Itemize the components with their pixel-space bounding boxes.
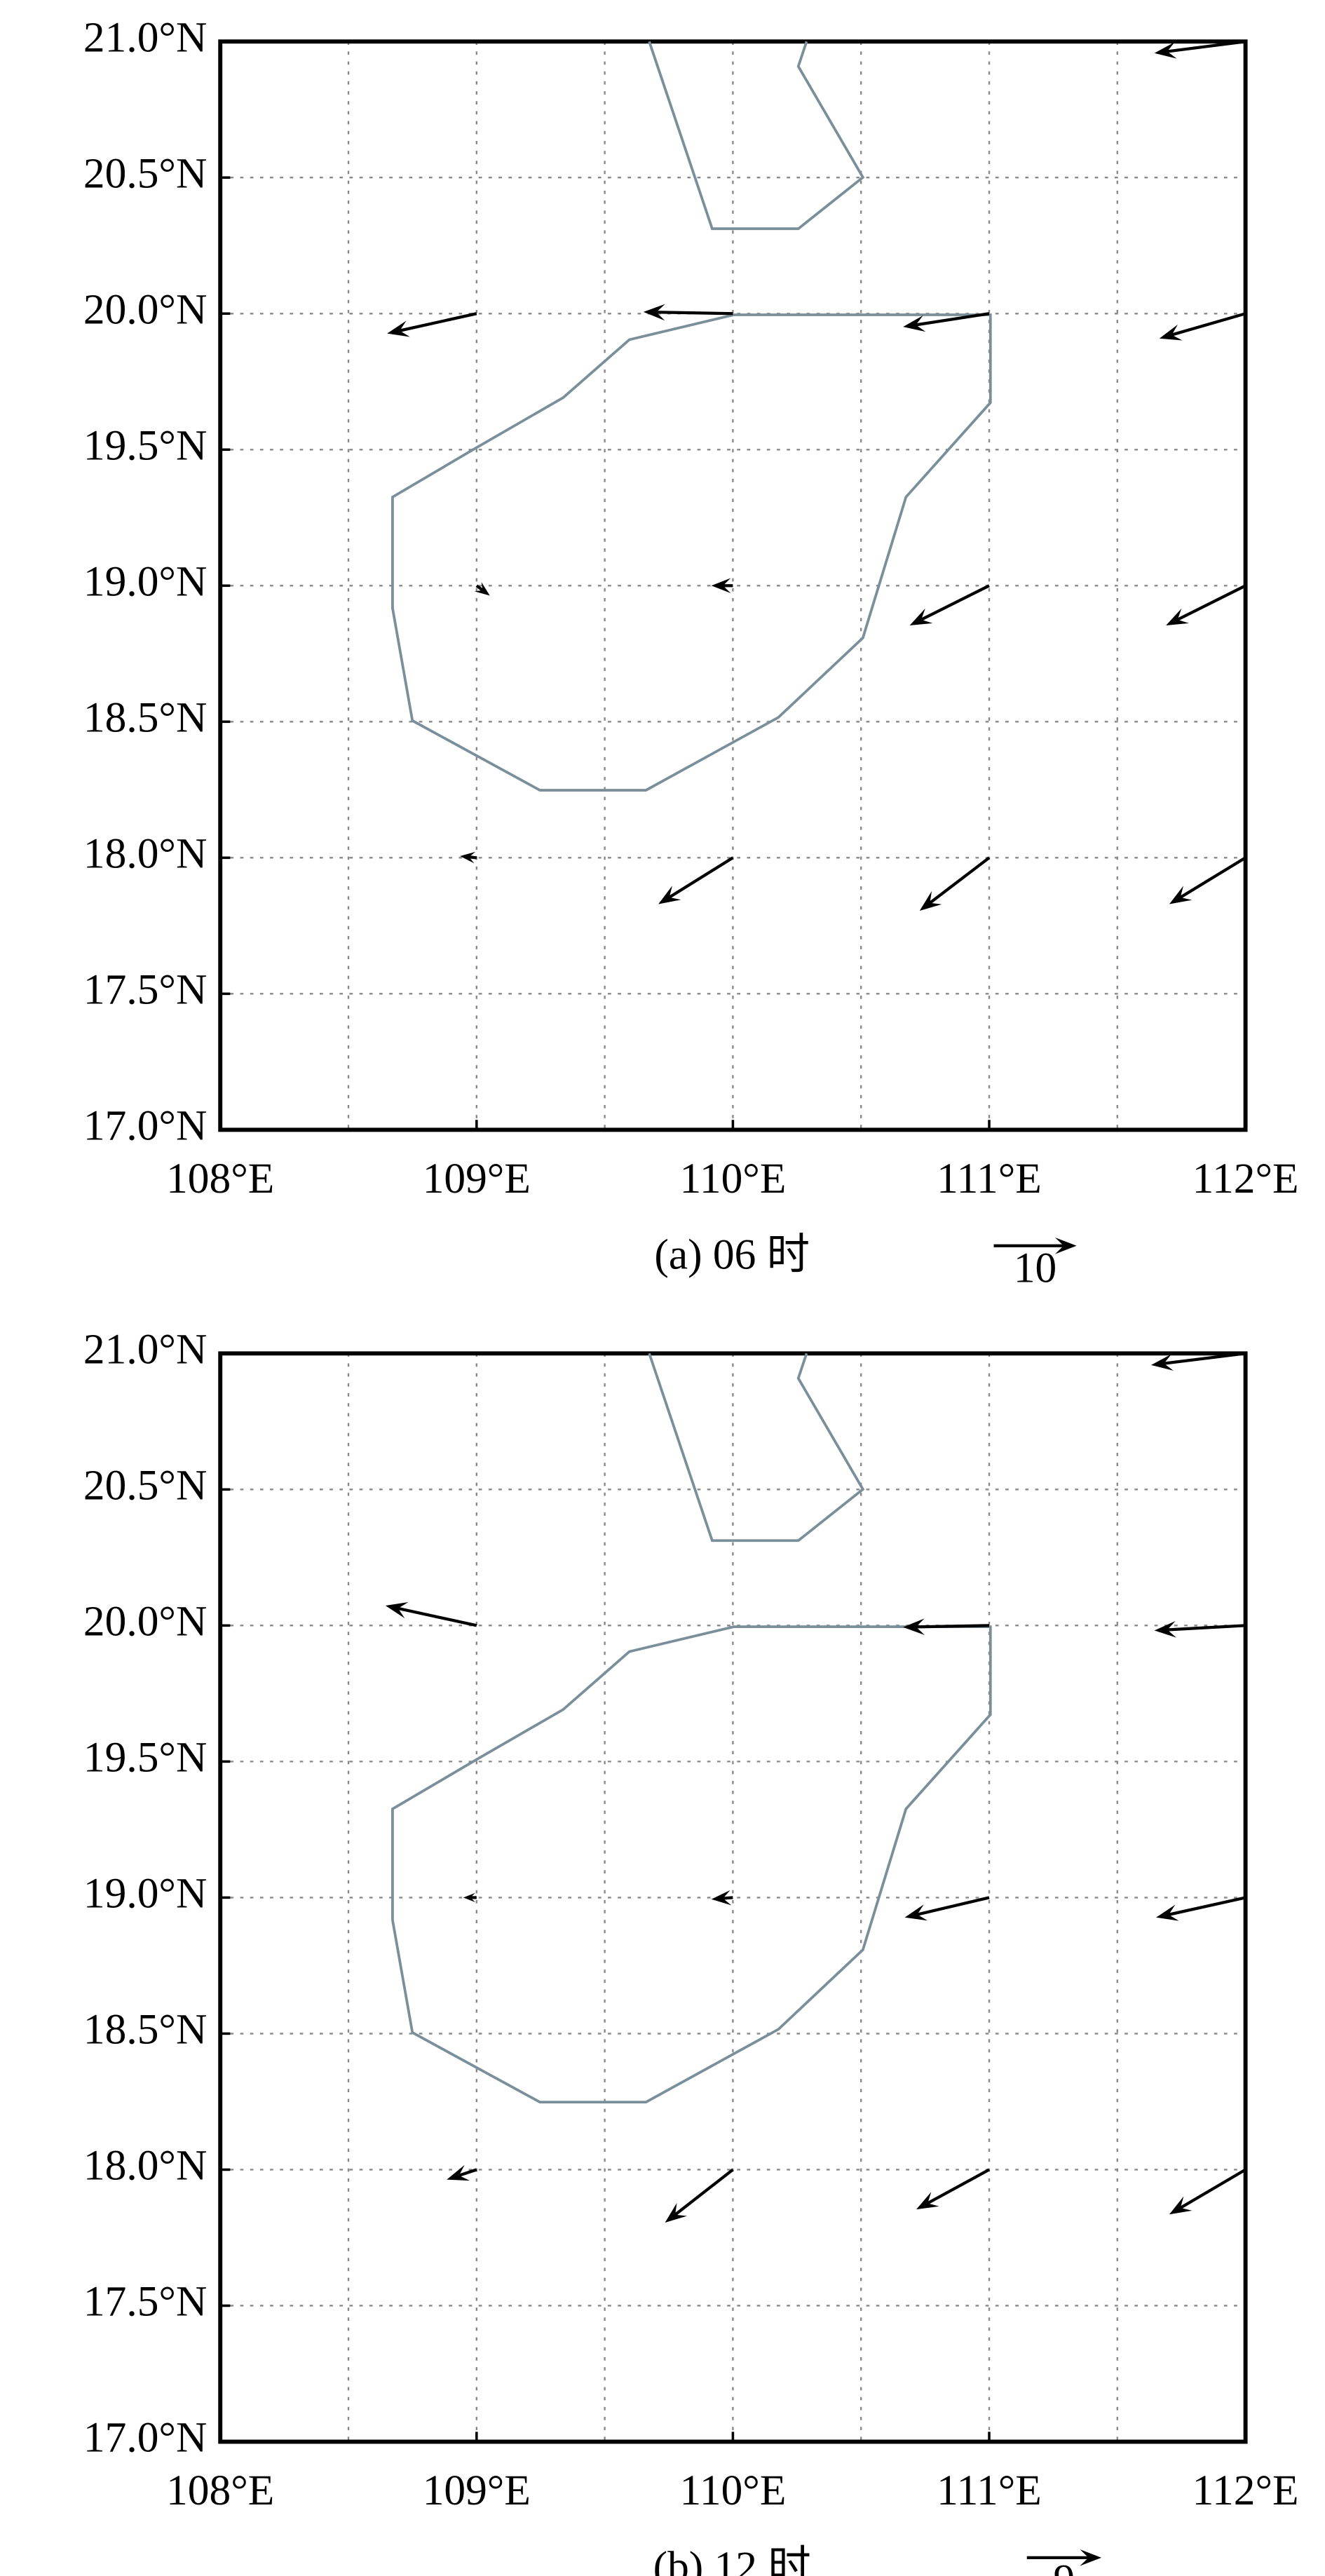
vector (1169, 856, 1246, 904)
vector (1169, 2168, 1246, 2215)
vector (385, 1602, 477, 1627)
vector (474, 582, 490, 596)
x-tick-label: 112°E (1192, 1155, 1299, 1202)
vector (1154, 40, 1246, 59)
vector (919, 856, 991, 911)
vector (711, 1890, 733, 1906)
x-tick-label: 108°E (166, 1155, 274, 1202)
vector (903, 1618, 990, 1635)
vector (1150, 1352, 1246, 1371)
panel: 108°E 109°E 110°E 111°E 112°E 17.0°N 17.5°N 18.… (83, 13, 1299, 1202)
x-tick-label: 109°E (423, 2467, 531, 2514)
caption: (a) 06 时 (654, 1231, 810, 1279)
x-tick-label: 111°E (937, 1155, 1042, 1202)
y-tick-label: 17.0°N (83, 1101, 207, 1149)
x-tick-label: 109°E (423, 1155, 531, 1202)
y-tick-label: 20.0°N (83, 285, 207, 333)
vector (1156, 1896, 1246, 1921)
x-tick-label: 110°E (679, 1155, 786, 1202)
vector (1166, 584, 1246, 625)
vector (665, 2168, 734, 2223)
vector (1154, 1620, 1246, 1638)
y-tick-label: 21.0°N (83, 13, 207, 61)
y-tick-label: 17.5°N (83, 2278, 207, 2326)
key-arrow (1026, 2549, 1102, 2566)
key-label: 9 (1054, 2556, 1075, 2576)
y-tick-label: 17.5°N (83, 965, 207, 1013)
coastline (391, 41, 992, 792)
x-tick-label: 110°E (679, 2467, 786, 2514)
vector (658, 856, 734, 904)
vector (711, 578, 733, 594)
y-tick-label: 18.0°N (83, 829, 207, 877)
y-tick-label: 17.0°N (83, 2414, 207, 2462)
vector (460, 851, 477, 864)
x-tick-label: 108°E (166, 2467, 274, 2514)
y-tick-label: 19.5°N (83, 421, 207, 469)
y-tick-label: 19.0°N (83, 1869, 207, 1917)
vector (643, 304, 733, 321)
coastline (391, 1353, 992, 2104)
vector (447, 2164, 477, 2181)
y-tick-label: 18.5°N (83, 2006, 207, 2054)
y-tick-label: 20.5°N (83, 1461, 207, 1509)
vector (904, 1896, 990, 1921)
vector (387, 312, 477, 337)
y-tick-label: 20.5°N (83, 149, 207, 197)
y-tick-label: 20.0°N (83, 1597, 207, 1645)
y-tick-label: 19.0°N (83, 557, 207, 605)
y-tick-label: 18.0°N (83, 2142, 207, 2190)
y-tick-label: 18.5°N (83, 693, 207, 741)
panel: 108°E 109°E 110°E 111°E 112°E 17.0°N 17.5°N 18.… (83, 1325, 1299, 2514)
vector (1159, 312, 1246, 341)
vector (916, 2168, 991, 2210)
vector (903, 312, 990, 332)
vector (909, 584, 990, 625)
x-tick-label: 112°E (1192, 2467, 1299, 2514)
key-arrow (993, 1237, 1077, 1254)
y-tick-label: 19.5°N (83, 1733, 207, 1781)
vector (463, 1892, 477, 1903)
key-label: 10 (1014, 1245, 1056, 1292)
y-tick-label: 21.0°N (83, 1325, 207, 1373)
caption: (b) 12 时 (653, 2543, 811, 2576)
x-tick-label: 111°E (937, 2467, 1042, 2514)
